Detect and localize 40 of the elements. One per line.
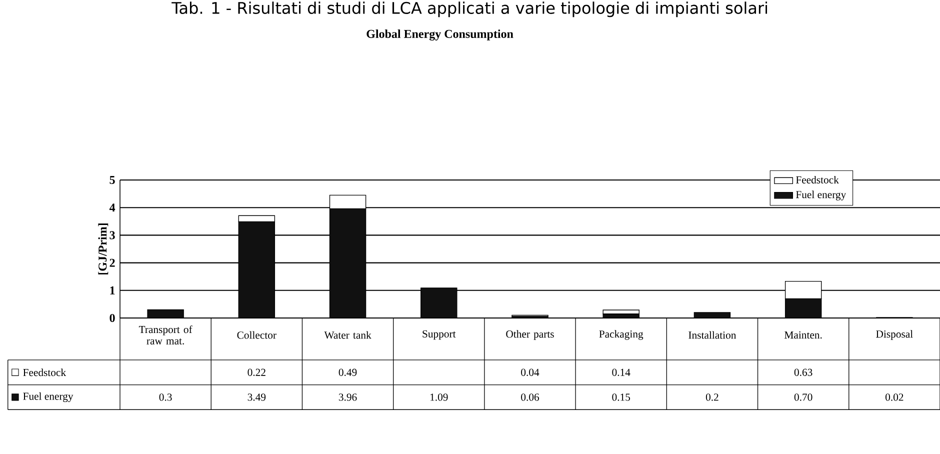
x-tick-label: Disposal bbox=[876, 330, 913, 340]
data-label: 3.96 bbox=[338, 394, 357, 401]
data-label: 0.63 bbox=[794, 368, 812, 376]
data-label: 0.15 bbox=[612, 394, 630, 401]
x-tick-label: Other parts bbox=[506, 330, 554, 340]
y-tick-label: 3 bbox=[110, 231, 115, 240]
x-tick-label: Installation bbox=[688, 331, 736, 339]
legend-label: Fuel energy bbox=[796, 190, 846, 200]
y-tick-label: 0 bbox=[110, 314, 115, 322]
data-label: 0.22 bbox=[248, 368, 266, 376]
x-tick-label: Collector bbox=[237, 331, 276, 339]
data-label: 0.2 bbox=[706, 394, 718, 401]
data-label: 0.3 bbox=[159, 394, 172, 401]
data-label: 0.04 bbox=[521, 368, 540, 376]
data-label: 0.70 bbox=[794, 394, 812, 401]
data-label: 0.14 bbox=[612, 368, 630, 376]
data-label: 0.02 bbox=[886, 394, 904, 401]
data-label: 3.49 bbox=[248, 394, 266, 401]
legend-label: Feedstock bbox=[796, 176, 839, 184]
bar bbox=[147, 309, 184, 318]
x-tick-label: Support bbox=[422, 330, 456, 340]
x-tick-label: Mainten. bbox=[784, 331, 822, 339]
data-label: 0.06 bbox=[521, 394, 540, 401]
data-label: 0.49 bbox=[338, 368, 357, 376]
x-tick-label: Transport of raw mat. bbox=[138, 326, 192, 344]
y-tick-label: 1 bbox=[110, 286, 115, 294]
bar bbox=[602, 314, 640, 318]
bar bbox=[694, 312, 731, 318]
y-tick-label: 2 bbox=[110, 258, 115, 267]
chart-subtitle: Global Energy Consumption bbox=[366, 30, 514, 40]
x-tick-label: Water tank bbox=[324, 331, 372, 339]
y-axis-title: [GJ/Prim] bbox=[98, 224, 108, 274]
text: Fuel energy bbox=[23, 392, 74, 402]
chart-title: Tab. 1 - Risultati di studi di LCA applicati a varie tipologie di impianti solari bbox=[172, 2, 768, 18]
y-tick-label: 4 bbox=[109, 204, 116, 212]
data-label: 1.09 bbox=[430, 394, 448, 401]
x-tick-label: Packaging bbox=[599, 330, 644, 340]
bar bbox=[602, 310, 640, 314]
y-tick-label: 5 bbox=[110, 176, 115, 184]
text: Feedstock bbox=[23, 368, 66, 376]
